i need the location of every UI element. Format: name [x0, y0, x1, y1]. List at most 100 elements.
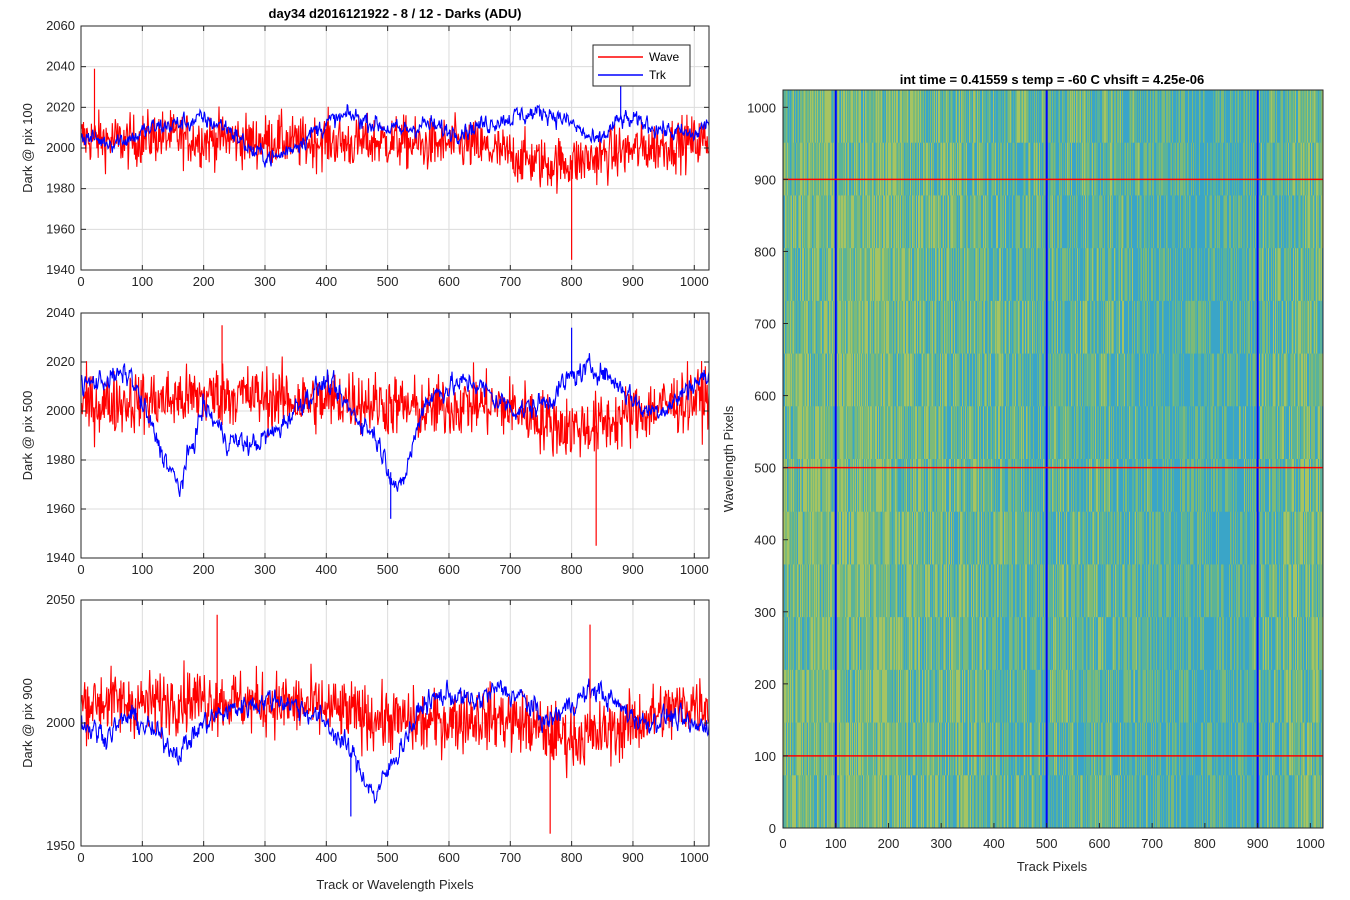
heatmap-cell	[858, 248, 860, 302]
heatmap-cell	[983, 90, 985, 144]
heatmap-cell	[943, 564, 945, 618]
heatmap-cell	[1054, 353, 1056, 407]
heatmap-cell	[1061, 669, 1063, 724]
heatmap-cell	[901, 617, 903, 671]
heatmap-cell	[823, 300, 825, 355]
heatmap-cell	[981, 722, 983, 776]
heatmap-cell	[1043, 722, 1045, 776]
heatmap-cell	[951, 353, 953, 407]
heatmap-cell	[791, 142, 793, 196]
heatmap-cell	[870, 406, 872, 460]
heatmap-cell	[876, 722, 878, 776]
heatmap-cell	[914, 406, 916, 460]
heatmap-cell	[1007, 406, 1009, 460]
heatmap-cell	[868, 564, 870, 618]
heatmap-cell	[856, 353, 858, 407]
heatmap-cell	[1006, 353, 1008, 407]
heatmap-cell	[917, 353, 919, 407]
heatmap-cell	[783, 775, 785, 828]
heatmap-cell	[1095, 669, 1097, 724]
heatmap-cell	[976, 406, 978, 460]
heatmap-cell	[1106, 406, 1108, 460]
heatmap-cell	[949, 90, 951, 144]
heatmap-cell	[783, 617, 785, 671]
heatmap-cell	[1119, 511, 1121, 565]
heatmap-cell	[790, 406, 792, 460]
heatmap-cell	[853, 617, 855, 671]
heatmap-cell	[893, 564, 895, 618]
heatmap-cell	[785, 775, 787, 828]
heatmap-cell	[948, 90, 950, 144]
heatmap-cell	[799, 511, 801, 565]
heatmap-cell	[841, 195, 843, 249]
heatmap-cell	[1067, 669, 1069, 724]
heatmap-cell	[1030, 300, 1032, 355]
heatmap-cell	[1102, 90, 1104, 144]
heatmap-cell	[837, 617, 839, 671]
heatmap-cell	[1116, 722, 1118, 776]
heatmap-cell	[933, 511, 935, 565]
heatmap-cell	[1059, 142, 1061, 196]
heatmap-cell	[1120, 406, 1122, 460]
heatmap-cell	[783, 459, 785, 513]
heatmap-cell	[799, 564, 801, 618]
heatmap-cell	[1009, 406, 1011, 460]
heatmap-cell	[928, 300, 930, 355]
heatmap-cell	[816, 564, 818, 618]
heatmap-cell	[1109, 459, 1111, 513]
heatmap-cell	[1001, 248, 1003, 302]
heatmap-cell	[966, 300, 968, 355]
heatmap-cell	[1091, 195, 1093, 249]
heatmap-cell	[1001, 142, 1003, 196]
heatmap-cell	[997, 669, 999, 724]
heatmap-cell	[811, 142, 813, 196]
heatmap-cell	[866, 511, 868, 565]
heatmap-cell	[1062, 353, 1064, 407]
heatmap-cell	[1033, 353, 1035, 407]
heatmap-cell	[901, 406, 903, 460]
heatmap-cell	[1031, 353, 1033, 407]
heatmap-cell	[973, 406, 975, 460]
heatmap-cell	[944, 90, 946, 144]
heatmap-cell	[1007, 564, 1009, 618]
heatmap-cell	[909, 195, 911, 249]
heatmap-cell	[804, 353, 806, 407]
heatmap-cell	[1086, 142, 1088, 196]
x-tick-label: 1000	[680, 850, 709, 865]
heatmap-cell	[1100, 248, 1102, 302]
heatmap-cell	[1078, 669, 1080, 724]
heatmap-cell	[812, 248, 814, 302]
heatmap-cell	[1096, 617, 1098, 671]
heatmap-cell	[1018, 775, 1020, 828]
heatmap-cell	[884, 617, 886, 671]
heatmap-cell	[854, 775, 856, 828]
heatmap-cell	[842, 248, 844, 302]
heatmap-cell	[1065, 300, 1067, 355]
heatmap-cell	[1100, 353, 1102, 407]
heatmap-cell	[1094, 511, 1096, 565]
heatmap-cell	[1043, 406, 1045, 460]
heatmap-cell	[846, 564, 848, 618]
heatmap-cell	[946, 248, 948, 302]
heatmap-cell	[945, 669, 947, 724]
heatmap-cell	[960, 775, 962, 828]
heatmap-cell	[1071, 142, 1073, 196]
heatmap-cell	[954, 669, 956, 724]
heatmap-cell	[969, 617, 971, 671]
heatmap-cell	[857, 617, 859, 671]
heatmap-cell	[963, 617, 965, 671]
heatmap-cell	[893, 617, 895, 671]
heatmap-cell	[1063, 353, 1065, 407]
heatmap-cell	[854, 511, 856, 565]
heatmap-cell	[810, 722, 812, 776]
heatmap-cell	[895, 511, 897, 565]
heatmap-cell	[874, 722, 876, 776]
heatmap-cell	[833, 775, 835, 828]
heatmap-cell	[793, 722, 795, 776]
heatmap-cell	[982, 564, 984, 618]
heatmap-cell	[1102, 722, 1104, 776]
heatmap-cell	[943, 406, 945, 460]
heatmap-cell	[950, 353, 952, 407]
heatmap-cell	[1016, 142, 1018, 196]
heatmap-cell	[989, 406, 991, 460]
